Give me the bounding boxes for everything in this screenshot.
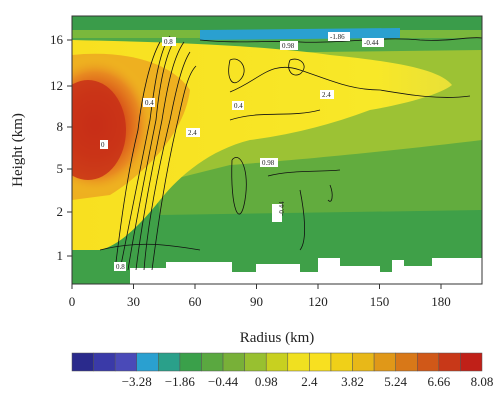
y-tick-label: 16 xyxy=(50,32,64,47)
colorbar-swatch xyxy=(309,352,332,372)
contour-label: 0.8 xyxy=(164,38,173,46)
y-axis-label: Height (km) xyxy=(10,113,26,187)
y-tick-label: 2 xyxy=(57,204,64,219)
colorbar-swatch xyxy=(158,352,181,372)
colorbar-swatch xyxy=(330,352,353,372)
colorbar-label: 3.82 xyxy=(341,374,364,389)
colorbar-label: 5.24 xyxy=(384,374,407,389)
colorbar-label: −3.28 xyxy=(122,374,152,389)
colorbar-swatch xyxy=(179,352,202,372)
x-axis-label: Radius (km) xyxy=(240,330,315,346)
contour-label: 0.8 xyxy=(116,263,125,271)
colorbar-swatch xyxy=(201,352,224,372)
x-axis: 0 30 60 90 120 150 180 xyxy=(69,284,451,309)
contour-label: 0.98 xyxy=(262,159,275,167)
contour-label: 2.4 xyxy=(188,129,197,137)
colorbar-swatch xyxy=(244,352,267,372)
y-tick-label: 1 xyxy=(57,248,64,263)
colorbar-label: −0.44 xyxy=(208,374,239,389)
x-tick-label: 30 xyxy=(127,294,140,309)
plot-frame xyxy=(71,15,483,285)
colorbar-swatch xyxy=(352,352,375,372)
x-tick-label: 90 xyxy=(250,294,263,309)
colorbar-label: 0.98 xyxy=(255,374,278,389)
colorbar-swatch xyxy=(287,352,310,372)
y-tick-label: 8 xyxy=(57,119,64,134)
contour-label: 0 xyxy=(101,141,105,149)
colorbar-swatch xyxy=(71,352,94,372)
colorbar-swatch xyxy=(265,352,289,372)
contour-label: 0.4 xyxy=(234,102,243,110)
colorbar-swatch xyxy=(395,352,418,372)
colorbar-swatch xyxy=(222,352,245,372)
contour-label: 0.4 xyxy=(145,99,154,107)
colorbar-swatch xyxy=(114,352,137,372)
colorbar-swatch xyxy=(136,352,159,372)
contour-label: 2.4 xyxy=(322,91,331,99)
y-tick-label: 12 xyxy=(50,78,63,93)
contour-labels: 0.8 0.98 -1.86 -0.44 0.4 2.4 0.4 0 2.4 0… xyxy=(100,32,384,271)
colorbar-label: −1.86 xyxy=(165,374,196,389)
contour-label: 0.98 xyxy=(282,42,295,50)
x-tick-label: 60 xyxy=(189,294,202,309)
heatmap-field xyxy=(72,16,482,284)
contour-label: -0.44 xyxy=(364,39,379,47)
colorbar: −3.28 −1.86 −0.44 0.98 2.4 3.82 5.24 6.66 8.08 xyxy=(71,352,494,389)
contour-label: -1.86 xyxy=(330,33,345,41)
colorbar-swatch xyxy=(93,352,116,372)
contour-label: -0.44 xyxy=(278,201,286,216)
y-tick-label: 5 xyxy=(57,161,64,176)
colorbar-swatch xyxy=(417,352,440,372)
contour-lines xyxy=(99,35,482,271)
colorbar-label: 6.66 xyxy=(427,374,450,389)
colorbar-swatch xyxy=(460,352,483,372)
x-tick-label: 120 xyxy=(308,294,328,309)
colorbar-label: 2.4 xyxy=(301,374,318,389)
colorbar-swatch xyxy=(373,352,396,372)
x-tick-label: 150 xyxy=(370,294,390,309)
colorbar-swatch xyxy=(438,352,461,372)
colorbar-label: 8.08 xyxy=(471,374,494,389)
x-tick-label: 180 xyxy=(431,294,451,309)
x-tick-label: 0 xyxy=(69,294,76,309)
